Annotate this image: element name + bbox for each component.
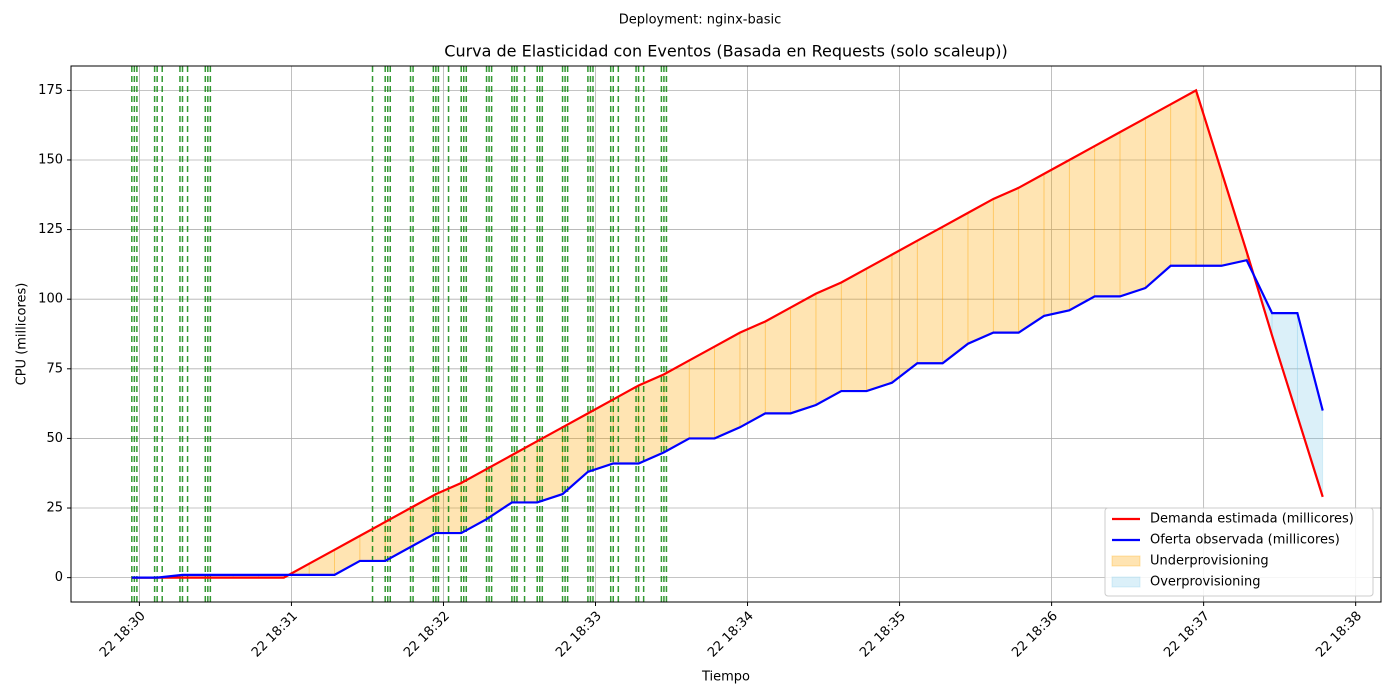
- suptitle: Deployment: nginx-basic: [619, 13, 782, 28]
- underprovisioning-area: [916, 226, 944, 364]
- underprovisioning-area: [764, 306, 792, 414]
- underprovisioning-area: [1043, 159, 1070, 317]
- y-tick-label: 100: [38, 292, 63, 307]
- x-axis-label: Tiempo: [701, 670, 750, 685]
- underprovisioning-area: [1119, 117, 1146, 297]
- series-line: [131, 88, 1324, 579]
- series-line: [131, 258, 1324, 579]
- legend-box: [1104, 507, 1374, 597]
- underprovisioning-area: [638, 373, 665, 465]
- underprovisioning-area: [663, 359, 690, 454]
- underprovisioning-area: [688, 345, 715, 439]
- y-tick-label: 125: [38, 222, 63, 237]
- underprovisioning-area: [815, 281, 842, 406]
- y-tick-label: 175: [38, 83, 63, 98]
- underprovisioning-area: [1170, 89, 1197, 267]
- y-tick-label: 150: [38, 152, 63, 167]
- underprovisioning-area: [1068, 145, 1096, 312]
- underprovisioning-area: [1144, 103, 1172, 289]
- legend-swatch: [1111, 576, 1141, 588]
- y-tick-label: 50: [46, 431, 63, 446]
- underprovisioning-area: [1018, 173, 1045, 334]
- plot-frame: [70, 65, 1382, 603]
- legend-swatch: [1111, 555, 1141, 567]
- underprovisioning-area: [942, 212, 969, 365]
- underprovisioning-area: [992, 187, 1020, 334]
- y-tick-label: 75: [46, 361, 63, 376]
- legend-label: Demanda estimada (millicores): [1150, 512, 1354, 527]
- y-tick-label: 25: [46, 501, 63, 516]
- legend-label: Underprovisioning: [1150, 554, 1269, 569]
- underprovisioning-area: [1094, 131, 1121, 297]
- underprovisioning-area: [866, 253, 893, 392]
- underprovisioning-area: [790, 292, 817, 414]
- y-tick-label: 0: [55, 570, 63, 585]
- y-axis-label: CPU (millicores): [15, 283, 30, 386]
- legend-label: Overprovisioning: [1150, 575, 1261, 590]
- underprovisioning-area: [714, 331, 741, 440]
- legend-label: Oferta observada (millicores): [1150, 533, 1340, 548]
- underprovisioning-area: [739, 320, 766, 428]
- underprovisioning-area: [967, 198, 994, 345]
- underprovisioning-area: [891, 240, 918, 384]
- underprovisioning-area: [840, 267, 868, 392]
- chart-title: Curva de Elasticidad con Eventos (Basada…: [444, 42, 1007, 61]
